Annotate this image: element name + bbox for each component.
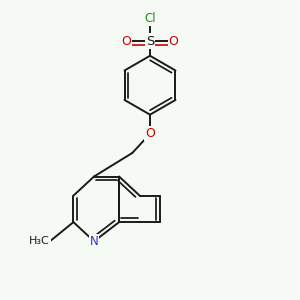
Text: O: O <box>169 34 178 48</box>
Text: O: O <box>122 34 131 48</box>
Text: H₃C: H₃C <box>29 236 50 246</box>
Text: Cl: Cl <box>144 13 156 26</box>
Text: S: S <box>146 34 154 48</box>
Text: O: O <box>145 127 155 140</box>
Text: N: N <box>90 235 98 248</box>
